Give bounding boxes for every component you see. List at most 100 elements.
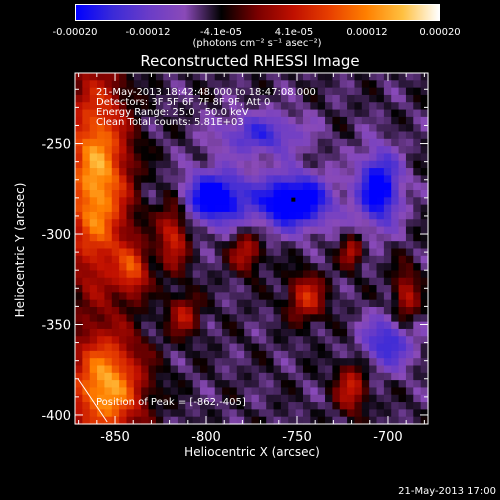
heatmap-cell	[332, 336, 341, 345]
heatmap-cell	[369, 73, 378, 81]
heatmap-cell	[126, 299, 135, 308]
heatmap-cell	[369, 131, 378, 140]
heatmap-cell	[420, 226, 429, 235]
heatmap-cell	[126, 153, 135, 162]
heatmap-cell	[310, 73, 319, 81]
heatmap-cell	[148, 73, 157, 81]
heatmap-cell	[222, 402, 231, 410]
heatmap-cell	[192, 387, 201, 396]
heatmap-cell	[126, 219, 135, 228]
heatmap-cell	[325, 182, 333, 191]
heatmap-cell	[302, 73, 311, 81]
heatmap-cell	[244, 168, 253, 176]
heatmap-cell	[104, 153, 113, 162]
heatmap-cell	[200, 402, 208, 410]
heatmap-cell	[155, 241, 164, 250]
heatmap-cell	[170, 343, 179, 352]
heatmap-cell	[405, 314, 414, 323]
heatmap-cell	[405, 124, 414, 133]
heatmap-cell	[111, 153, 120, 162]
heatmap-cell	[251, 365, 260, 374]
heatmap-cell	[361, 190, 370, 198]
heatmap-cell	[251, 190, 260, 198]
colorbar-tick: -4.1e-05	[200, 27, 242, 38]
heatmap-cell	[391, 80, 400, 89]
heatmap-cell	[405, 226, 414, 235]
heatmap-cell	[398, 299, 407, 308]
heatmap-cell	[361, 307, 370, 315]
heatmap-cell	[163, 416, 172, 425]
heatmap-cell	[133, 255, 142, 264]
heatmap-cell	[89, 109, 98, 118]
heatmap-cell	[155, 168, 164, 176]
heatmap-cell	[236, 146, 245, 155]
heatmap-cell	[361, 328, 370, 337]
heatmap-cell	[170, 255, 179, 264]
heatmap-cell	[75, 168, 83, 176]
heatmap-cell	[266, 80, 275, 89]
heatmap-cell	[347, 116, 356, 125]
heatmap-cell	[119, 343, 128, 352]
heatmap-cell	[82, 190, 91, 198]
heatmap-cell	[104, 387, 113, 396]
heatmap-cell	[207, 365, 216, 374]
heatmap-cell	[207, 102, 216, 111]
heatmap-cell	[163, 387, 172, 396]
heatmap-cell	[200, 336, 208, 345]
heatmap-cell	[141, 248, 150, 257]
heatmap-cell	[376, 299, 385, 308]
heatmap-cell	[361, 204, 370, 213]
heatmap-cell	[141, 409, 150, 418]
heatmap-cell	[369, 343, 378, 352]
heatmap-cell	[339, 80, 348, 89]
heatmap-cell	[310, 248, 319, 257]
heatmap-cell	[126, 402, 135, 410]
heatmap-cell	[302, 102, 311, 111]
heatmap-cell	[258, 226, 267, 235]
heatmap-cell	[192, 248, 201, 257]
heatmap-cell	[170, 138, 179, 147]
heatmap-cell	[229, 299, 238, 308]
heatmap-cell	[126, 270, 135, 279]
heatmap-cell	[405, 292, 414, 301]
heatmap-cell	[177, 285, 186, 293]
heatmap-cell	[354, 277, 363, 286]
heatmap-cell	[148, 270, 157, 279]
heatmap-cell	[177, 138, 186, 147]
heatmap-cell	[354, 87, 363, 96]
heatmap-cell	[207, 299, 216, 308]
heatmap-cell	[383, 182, 392, 191]
heatmap-cell	[141, 94, 150, 103]
heatmap-cell	[185, 277, 194, 286]
heatmap-cell	[111, 314, 120, 323]
heatmap-cell	[104, 314, 113, 323]
heatmap-cell	[258, 270, 267, 279]
heatmap-cell	[177, 102, 186, 111]
heatmap-cell	[185, 73, 194, 81]
heatmap-cell	[97, 138, 106, 147]
heatmap-cell	[398, 350, 407, 359]
heatmap-cell	[332, 87, 341, 96]
heatmap-cell	[420, 307, 429, 315]
heatmap-cell	[413, 241, 422, 250]
heatmap-cell	[273, 270, 282, 279]
heatmap-cell	[347, 168, 356, 176]
heatmap-cell	[244, 102, 253, 111]
heatmap-cell	[258, 299, 267, 308]
heatmap-cell	[339, 292, 348, 301]
heatmap-cell	[420, 233, 429, 242]
heatmap-cell	[376, 80, 385, 89]
heatmap-cell	[148, 102, 157, 111]
heatmap-cell	[376, 402, 385, 410]
heatmap-cell	[148, 321, 157, 330]
heatmap-cell	[369, 372, 378, 381]
heatmap-cell	[104, 255, 113, 264]
heatmap-cell	[325, 102, 333, 111]
heatmap-cell	[405, 358, 414, 367]
heatmap-cell	[104, 350, 113, 359]
heatmap-cell	[148, 146, 157, 155]
heatmap-cell	[163, 211, 172, 220]
heatmap-cell	[251, 277, 260, 286]
heatmap-cell	[163, 292, 172, 301]
heatmap-cell	[185, 94, 194, 103]
